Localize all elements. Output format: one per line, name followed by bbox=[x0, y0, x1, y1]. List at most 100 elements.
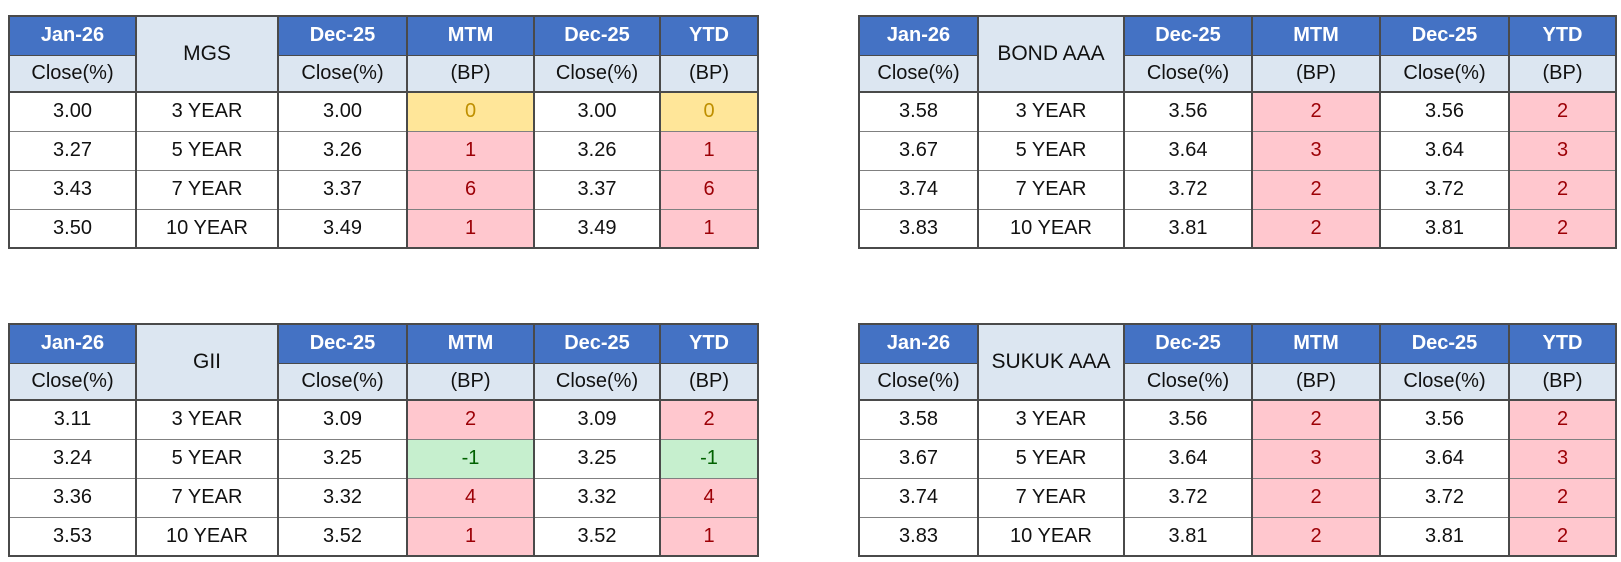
mtm-bp-cell: -1 bbox=[406, 438, 535, 479]
prior-close-mtm-cell: 3.81 bbox=[1123, 208, 1253, 249]
mtm-bp-cell: 2 bbox=[1251, 399, 1381, 440]
current-period-header: Jan-26 bbox=[8, 15, 137, 56]
data-row: 3.83 10 YEAR 3.81 2 3.81 2 bbox=[858, 516, 1617, 557]
prior-close-ytd-cell: 3.26 bbox=[533, 130, 661, 171]
header-row-period: Jan-26 MGS Dec-25 MTM Dec-25 YTD bbox=[8, 15, 759, 93]
prior-period-mtm-header: Dec-25 bbox=[1123, 15, 1253, 56]
tenor-cell: 5 YEAR bbox=[977, 130, 1125, 171]
current-close-cell: 3.43 bbox=[8, 169, 137, 210]
ytd-bp-cell: 6 bbox=[659, 169, 759, 210]
ytd-bp-cell: 2 bbox=[1508, 169, 1617, 210]
mtm-header: MTM bbox=[1251, 323, 1381, 364]
bp-label: (BP) bbox=[1251, 362, 1381, 401]
current-close-cell: 3.58 bbox=[858, 399, 979, 440]
current-close-cell: 3.11 bbox=[8, 399, 137, 440]
instrument-name-cell: GII bbox=[135, 323, 279, 401]
mgs-table-body: 3.00 3 YEAR 3.00 0 3.00 0 3.27 5 YEAR 3.26 1 3.26 1… bbox=[8, 91, 759, 249]
tenor-cell: 10 YEAR bbox=[135, 208, 279, 249]
prior-close-mtm-cell: 3.26 bbox=[277, 130, 408, 171]
close-pct-label: Close(%) bbox=[858, 362, 979, 401]
tenor-cell: 10 YEAR bbox=[135, 516, 279, 557]
close-pct-label: Close(%) bbox=[277, 362, 408, 401]
sukuk-aaa-table: Jan-26 SUKUK AAA Dec-25 MTM Dec-25 YTD C… bbox=[858, 323, 1617, 557]
close-pct-label: Close(%) bbox=[1379, 362, 1510, 401]
prior-close-ytd-cell: 3.81 bbox=[1379, 208, 1510, 249]
prior-close-mtm-cell: 3.32 bbox=[277, 477, 408, 518]
mtm-bp-cell: 0 bbox=[406, 91, 535, 132]
current-period-header: Jan-26 bbox=[858, 323, 979, 364]
ytd-bp-cell: 2 bbox=[1508, 399, 1617, 440]
bp-label: (BP) bbox=[406, 362, 535, 401]
prior-close-ytd-cell: 3.52 bbox=[533, 516, 661, 557]
instrument-name-cell: SUKUK AAA bbox=[977, 323, 1125, 401]
prior-close-mtm-cell: 3.56 bbox=[1123, 399, 1253, 440]
current-close-cell: 3.67 bbox=[858, 130, 979, 171]
prior-period-ytd-header: Dec-25 bbox=[1379, 15, 1510, 56]
data-row: 3.74 7 YEAR 3.72 2 3.72 2 bbox=[858, 477, 1617, 518]
bp-label: (BP) bbox=[659, 54, 759, 93]
mtm-bp-cell: 2 bbox=[1251, 169, 1381, 210]
mtm-bp-cell: 2 bbox=[1251, 477, 1381, 518]
prior-close-ytd-cell: 3.09 bbox=[533, 399, 661, 440]
prior-close-mtm-cell: 3.00 bbox=[277, 91, 408, 132]
tenor-cell: 10 YEAR bbox=[977, 516, 1125, 557]
prior-period-mtm-header: Dec-25 bbox=[277, 15, 408, 56]
data-row: 3.58 3 YEAR 3.56 2 3.56 2 bbox=[858, 399, 1617, 440]
mtm-bp-cell: 2 bbox=[1251, 208, 1381, 249]
close-pct-label: Close(%) bbox=[858, 54, 979, 93]
current-close-cell: 3.83 bbox=[858, 208, 979, 249]
ytd-bp-cell: 2 bbox=[1508, 516, 1617, 557]
current-close-cell: 3.36 bbox=[8, 477, 137, 518]
prior-close-ytd-cell: 3.00 bbox=[533, 91, 661, 132]
data-row: 3.43 7 YEAR 3.37 6 3.37 6 bbox=[8, 169, 759, 210]
ytd-bp-cell: 2 bbox=[1508, 477, 1617, 518]
ytd-bp-cell: 3 bbox=[1508, 438, 1617, 479]
tenor-cell: 5 YEAR bbox=[977, 438, 1125, 479]
current-period-header: Jan-26 bbox=[858, 15, 979, 56]
bond-aaa-table: Jan-26 BOND AAA Dec-25 MTM Dec-25 YTD Cl… bbox=[858, 15, 1617, 249]
prior-close-ytd-cell: 3.72 bbox=[1379, 477, 1510, 518]
prior-close-mtm-cell: 3.09 bbox=[277, 399, 408, 440]
close-pct-label: Close(%) bbox=[8, 362, 137, 401]
tenor-cell: 3 YEAR bbox=[135, 91, 279, 132]
ytd-header: YTD bbox=[659, 15, 759, 56]
current-close-cell: 3.00 bbox=[8, 91, 137, 132]
current-close-cell: 3.67 bbox=[858, 438, 979, 479]
current-period-header: Jan-26 bbox=[8, 323, 137, 364]
prior-close-ytd-cell: 3.72 bbox=[1379, 169, 1510, 210]
prior-close-ytd-cell: 3.81 bbox=[1379, 516, 1510, 557]
tenor-cell: 3 YEAR bbox=[135, 399, 279, 440]
prior-close-mtm-cell: 3.52 bbox=[277, 516, 408, 557]
tenor-cell: 5 YEAR bbox=[135, 130, 279, 171]
gii-table: Jan-26 GII Dec-25 MTM Dec-25 YTD Close(%… bbox=[8, 323, 759, 557]
ytd-bp-cell: -1 bbox=[659, 438, 759, 479]
bp-label: (BP) bbox=[1508, 54, 1617, 93]
prior-close-ytd-cell: 3.32 bbox=[533, 477, 661, 518]
prior-close-ytd-cell: 3.64 bbox=[1379, 130, 1510, 171]
ytd-bp-cell: 0 bbox=[659, 91, 759, 132]
mtm-bp-cell: 3 bbox=[1251, 130, 1381, 171]
prior-close-mtm-cell: 3.37 bbox=[277, 169, 408, 210]
mtm-bp-cell: 4 bbox=[406, 477, 535, 518]
mtm-bp-cell: 6 bbox=[406, 169, 535, 210]
ytd-bp-cell: 2 bbox=[1508, 208, 1617, 249]
data-row: 3.74 7 YEAR 3.72 2 3.72 2 bbox=[858, 169, 1617, 210]
prior-close-ytd-cell: 3.56 bbox=[1379, 91, 1510, 132]
prior-close-mtm-cell: 3.49 bbox=[277, 208, 408, 249]
tenor-cell: 10 YEAR bbox=[977, 208, 1125, 249]
bp-label: (BP) bbox=[1251, 54, 1381, 93]
close-pct-label: Close(%) bbox=[533, 54, 661, 93]
ytd-bp-cell: 4 bbox=[659, 477, 759, 518]
data-row: 3.27 5 YEAR 3.26 1 3.26 1 bbox=[8, 130, 759, 171]
tenor-cell: 7 YEAR bbox=[135, 169, 279, 210]
sukuk-aaa-table-body: 3.58 3 YEAR 3.56 2 3.56 2 3.67 5 YEAR 3.64 3 3.64 3… bbox=[858, 399, 1617, 557]
prior-period-mtm-header: Dec-25 bbox=[277, 323, 408, 364]
data-row: 3.24 5 YEAR 3.25 -1 3.25 -1 bbox=[8, 438, 759, 479]
prior-period-ytd-header: Dec-25 bbox=[533, 323, 661, 364]
mtm-header: MTM bbox=[406, 15, 535, 56]
header-row-measure: Close(%) Close(%) (BP) Close(%) (BP) bbox=[8, 362, 759, 401]
gii-table-body: 3.11 3 YEAR 3.09 2 3.09 2 3.24 5 YEAR 3.25 -1 3.25… bbox=[8, 399, 759, 557]
header-row-period: Jan-26 GII Dec-25 MTM Dec-25 YTD bbox=[8, 323, 759, 401]
prior-period-ytd-header: Dec-25 bbox=[1379, 323, 1510, 364]
